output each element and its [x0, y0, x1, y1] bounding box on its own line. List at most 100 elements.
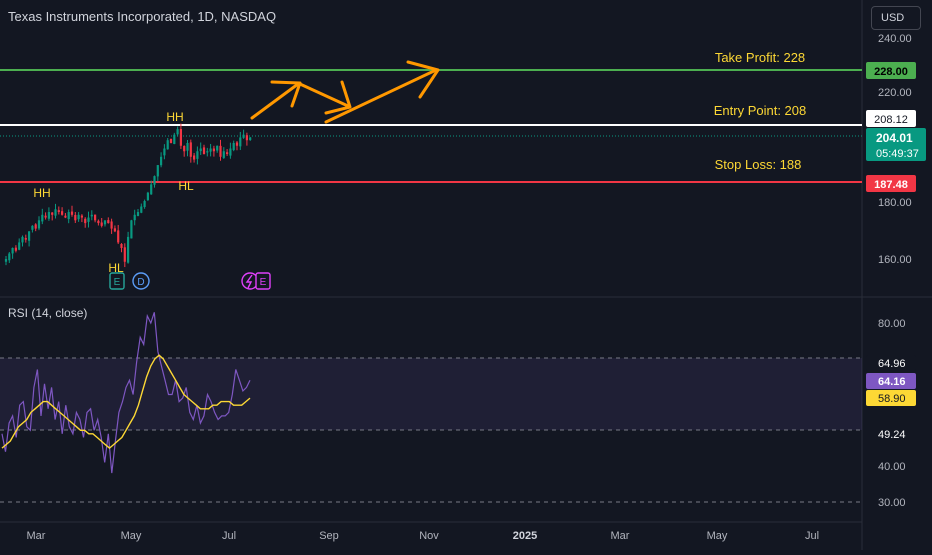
- candle-body: [90, 214, 93, 217]
- forecast-arrow-2-head[interactable]: [324, 80, 352, 115]
- rsi-upper-badge-text: 64.96: [878, 358, 906, 370]
- candle-body: [219, 145, 222, 157]
- candle-body: [80, 215, 83, 218]
- entry-badge[interactable]: [866, 110, 916, 127]
- candle-body: [202, 147, 206, 155]
- last-price-countdown: 05:49:37: [876, 148, 919, 160]
- rsi-value-badge[interactable]: [866, 373, 916, 389]
- candle-body: [24, 238, 27, 240]
- candle-body: [84, 218, 87, 224]
- candle-body: [160, 156, 163, 166]
- hh-top-annotation: HH: [166, 110, 183, 124]
- time-label-may-2025: May: [707, 530, 728, 542]
- price-tick-240: 240.00: [878, 33, 912, 45]
- take-profit-badge[interactable]: [866, 62, 916, 79]
- lightning-icon: [245, 274, 253, 289]
- candle-body: [169, 138, 173, 143]
- stop-loss-badge[interactable]: [866, 175, 916, 192]
- candle-body: [136, 212, 140, 216]
- dividend-marker[interactable]: D: [132, 272, 150, 290]
- candle-body: [110, 221, 113, 229]
- candle-body: [173, 134, 176, 145]
- candle-body: [176, 129, 179, 135]
- rsi-ma-line: [1, 354, 251, 450]
- earnings-marker-1[interactable]: E: [109, 272, 125, 290]
- candle-body: [229, 148, 232, 156]
- forecast-arrow-3[interactable]: [324, 68, 438, 124]
- candle-body: [103, 220, 107, 225]
- candle-body: [97, 220, 100, 224]
- entry-label: Entry Point: 208: [714, 103, 807, 118]
- candle-body: [57, 210, 60, 213]
- rsi-value-badge-text: 64.16: [878, 376, 906, 388]
- candle-body: [34, 224, 37, 229]
- candle-body: [133, 214, 136, 221]
- candle-body: [186, 142, 189, 151]
- candle-body: [117, 230, 120, 243]
- candle-body: [199, 148, 202, 152]
- currency-button[interactable]: USD: [871, 6, 921, 30]
- rsi-upper-badge: [866, 355, 916, 371]
- rsi-lower-badge-text: 49.24: [878, 429, 906, 441]
- stop-loss-label: Stop Loss: 188: [715, 157, 802, 172]
- hl-annotation: HL: [178, 179, 194, 193]
- candle-body: [54, 209, 57, 216]
- candle-body: [113, 228, 116, 232]
- rsi-ma-badge-text: 58.90: [878, 393, 906, 405]
- candle-body: [31, 225, 34, 230]
- candle-body: [235, 142, 239, 146]
- candle-body: [146, 192, 149, 201]
- take-profit-label: Take Profit: 228: [715, 50, 805, 65]
- candle-body: [226, 152, 229, 155]
- candle-body: [4, 259, 8, 262]
- candle-body: [206, 151, 209, 153]
- earnings-marker-2[interactable]: E: [255, 272, 271, 290]
- symbol-title[interactable]: Texas Instruments Incorporated, 1D, NASD…: [8, 9, 277, 24]
- candle-body: [77, 214, 80, 220]
- candle-body: [239, 137, 242, 147]
- last-price-badge[interactable]: [866, 128, 926, 161]
- candle-body: [67, 212, 70, 220]
- candle-body: [8, 253, 11, 261]
- candle-body: [150, 184, 153, 195]
- candle-body: [120, 244, 123, 248]
- candle-body: [11, 247, 14, 254]
- price-tick-160: 160.00: [878, 254, 912, 266]
- candle-body: [44, 215, 47, 218]
- price-tick-180: 180.00: [878, 197, 912, 209]
- candle-body: [189, 142, 192, 157]
- hl-low-annotation: HL: [108, 261, 124, 275]
- rsi-ma-badge[interactable]: [866, 390, 916, 406]
- candle-body: [140, 206, 143, 213]
- rsi-indicator-title[interactable]: RSI (14, close): [8, 306, 88, 320]
- entry-badge-text: 208.12: [874, 114, 908, 126]
- candle-body: [61, 211, 64, 215]
- candle-body: [64, 215, 67, 218]
- candle-body: [18, 242, 21, 250]
- candle-body: [123, 247, 126, 262]
- candle-body: [28, 231, 31, 241]
- rsi-tick-40: 40.00: [878, 461, 906, 473]
- candle-body: [193, 155, 196, 160]
- time-label-jul: Jul: [222, 530, 236, 542]
- candle-body: [242, 134, 245, 138]
- split-marker[interactable]: [241, 272, 259, 290]
- take-profit-badge-text: 228.00: [874, 66, 908, 78]
- rsi-tick-30: 30.00: [878, 497, 906, 509]
- candle-body: [94, 214, 97, 221]
- forecast-arrow-1[interactable]: [250, 82, 300, 120]
- candle-body: [222, 151, 225, 158]
- candle-body: [209, 148, 212, 152]
- candle-body: [87, 217, 90, 222]
- candles-group: [4, 123, 252, 268]
- forecast-arrows[interactable]: [250, 60, 440, 124]
- forecast-arrow-3-head[interactable]: [406, 60, 440, 99]
- hh-left-annotation: HH: [33, 186, 50, 200]
- forecast-arrow-2[interactable]: [298, 82, 350, 108]
- price-tick-220: 220.00: [878, 87, 912, 99]
- candle-body: [14, 247, 17, 251]
- last-price-value: 204.01: [876, 131, 913, 145]
- candle-body: [127, 236, 130, 263]
